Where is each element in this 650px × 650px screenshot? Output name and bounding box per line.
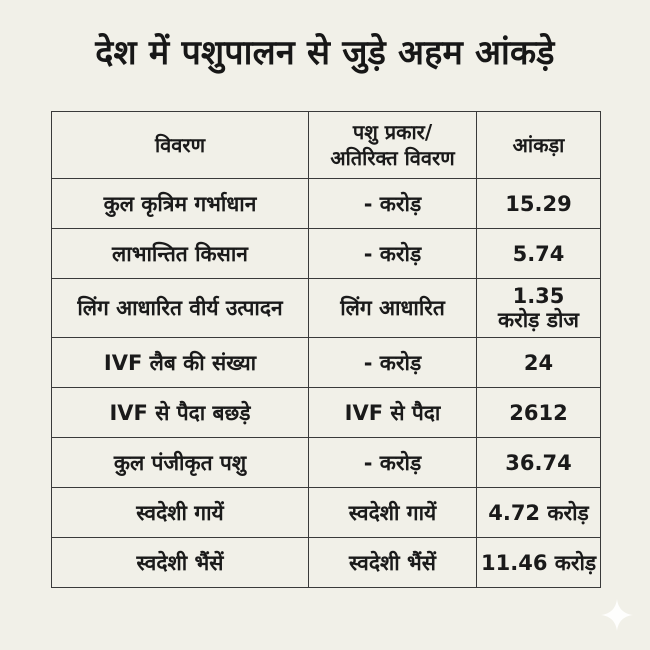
row-value: 2612 [476, 387, 601, 438]
table-row: IVF से पैदा बछड़े IVF से पैदा 2612 [51, 387, 601, 438]
row-value: 4.72 करोड़ [476, 487, 601, 538]
row-type: IVF से पैदा [308, 387, 477, 438]
header-animal-type: पशु प्रकार/ अतिरिक्त विवरण [308, 111, 477, 179]
table-row: लाभान्तित किसान - करोड़ 5.74 [51, 228, 601, 279]
header-animal-type-line1: पशु प्रकार/ [352, 120, 433, 144]
table-row: कुल कृत्रिम गर्भाधान - करोड़ 15.29 [51, 178, 601, 229]
row-value-line1: 1.35 [512, 284, 565, 308]
row-type: स्वदेशी गायें [308, 487, 477, 538]
row-type: - करोड़ [308, 337, 477, 388]
row-label: स्वदेशी भैंसें [51, 537, 309, 588]
row-value: 11.46 करोड़ [476, 537, 601, 588]
table-row: कुल पंजीकृत पशु - करोड़ 36.74 [51, 437, 601, 488]
table-row: स्वदेशी गायें स्वदेशी गायें 4.72 करोड़ [51, 487, 601, 538]
row-type: स्वदेशी भैंसें [308, 537, 477, 588]
row-label: IVF लैब की संख्या [51, 337, 309, 388]
header-animal-type-line2: अतिरिक्त विवरण [330, 146, 455, 170]
row-label: स्वदेशी गायें [51, 487, 309, 538]
sparkle-icon [601, 599, 633, 631]
row-type: लिंग आधारित [308, 278, 477, 338]
row-label: IVF से पैदा बछड़े [51, 387, 309, 438]
row-value: 1.35 करोड़ डोज [476, 278, 601, 338]
table-row: IVF लैब की संख्या - करोड़ 24 [51, 337, 601, 388]
table-header-row: विवरण पशु प्रकार/ अतिरिक्त विवरण आंकड़ा [51, 111, 601, 179]
row-label: कुल पंजीकृत पशु [51, 437, 309, 488]
row-type: - करोड़ [308, 437, 477, 488]
header-figure: आंकड़ा [476, 111, 601, 179]
row-type: - करोड़ [308, 228, 477, 279]
table-row: स्वदेशी भैंसें स्वदेशी भैंसें 11.46 करोड… [51, 537, 601, 588]
row-type: - करोड़ [308, 178, 477, 229]
row-value-line2: करोड़ डोज [498, 308, 579, 332]
row-value: 15.29 [476, 178, 601, 229]
row-label: कुल कृत्रिम गर्भाधान [51, 178, 309, 229]
row-label: लाभान्तित किसान [51, 228, 309, 279]
row-label: लिंग आधारित वीर्य उत्पादन [51, 278, 309, 338]
page-title: देश में पशुपालन से जुड़े अहम आंकड़े [95, 33, 555, 73]
row-value: 24 [476, 337, 601, 388]
row-value: 5.74 [476, 228, 601, 279]
header-description: विवरण [51, 111, 309, 179]
row-value: 36.74 [476, 437, 601, 488]
table-row: लिंग आधारित वीर्य उत्पादन लिंग आधारित 1.… [51, 278, 601, 338]
stats-table: विवरण पशु प्रकार/ अतिरिक्त विवरण आंकड़ा … [51, 111, 601, 588]
